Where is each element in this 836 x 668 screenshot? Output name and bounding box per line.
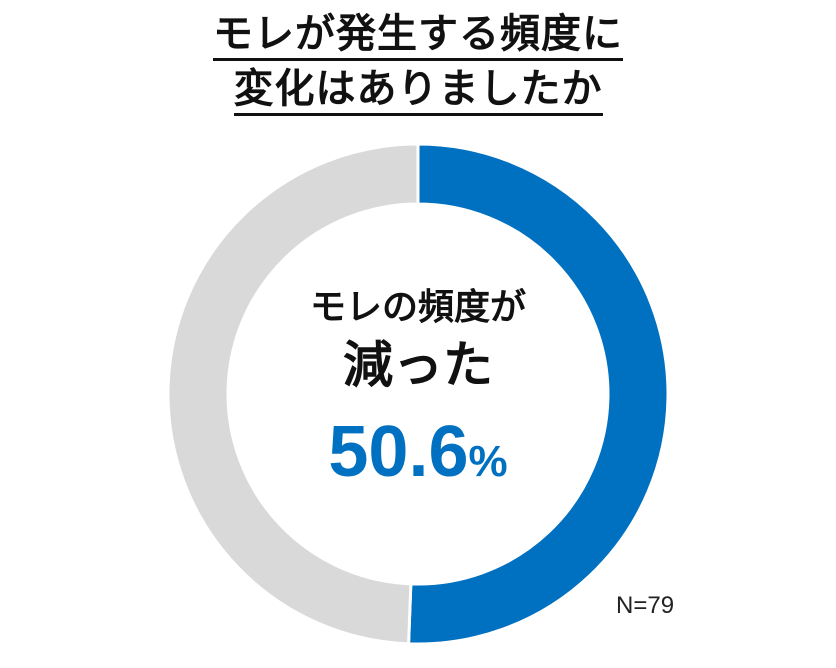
title-line-2: 変化はありましたか xyxy=(233,67,603,116)
slice-decreased xyxy=(407,142,670,646)
title-line-1: モレが発生する頻度に xyxy=(213,12,623,61)
chart-title: モレが発生する頻度に 変化はありましたか xyxy=(0,12,836,122)
slice-remainder xyxy=(166,142,420,646)
center-label-line-2: 減った xyxy=(343,336,493,394)
sample-size-note: N=79 xyxy=(616,592,675,619)
percentage-unit: % xyxy=(468,437,508,486)
percentage-value: 50.6 xyxy=(328,412,469,492)
center-label-line-1: モレの頻度が xyxy=(309,287,526,328)
center-percentage: 50.6% xyxy=(218,412,618,502)
